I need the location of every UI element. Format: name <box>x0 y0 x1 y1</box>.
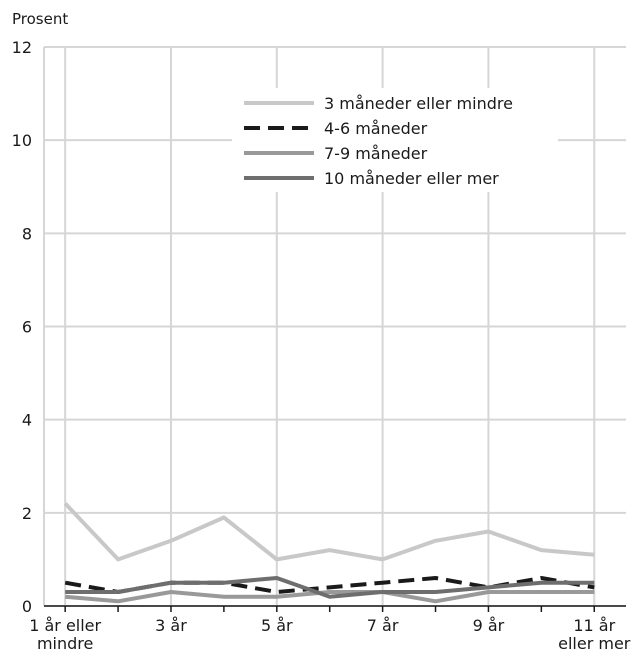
series-line-1 <box>63 502 595 562</box>
y-tick-label: 2 <box>22 504 32 523</box>
y-tick-label: 12 <box>12 38 32 57</box>
legend: 3 måneder eller mindre 4-6 måneder 7-9 mån… <box>232 88 558 192</box>
y-tick-label: 4 <box>22 411 32 430</box>
x-tick-label: 9 år <box>473 616 505 635</box>
y-tick-label: 8 <box>22 224 32 243</box>
y-tick-label: 6 <box>22 318 32 337</box>
legend-label: 3 måneder eller mindre <box>324 94 513 113</box>
legend-label: 10 måneder eller mer <box>324 169 499 188</box>
series-lines <box>63 502 595 604</box>
y-tick-label: 10 <box>12 131 32 150</box>
x-tick-label: 1 år eller <box>29 616 101 635</box>
y-tick-label: 0 <box>22 597 32 616</box>
x-tick-label: 5 år <box>261 616 293 635</box>
series-line-3 <box>65 590 595 604</box>
x-tick-label: 11 år <box>573 616 615 635</box>
x-tick-label: 7 år <box>367 616 399 635</box>
x-tick-label: eller mer <box>558 634 631 653</box>
legend-label: 7-9 måneder <box>324 144 428 163</box>
x-tick-label: mindre <box>37 634 93 653</box>
legend-label: 4-6 måneder <box>324 119 428 138</box>
x-tick-label: 3 år <box>155 616 187 635</box>
y-axis-label: Prosent <box>12 10 68 28</box>
legend-box <box>232 88 558 192</box>
series-line-4 <box>65 576 595 599</box>
